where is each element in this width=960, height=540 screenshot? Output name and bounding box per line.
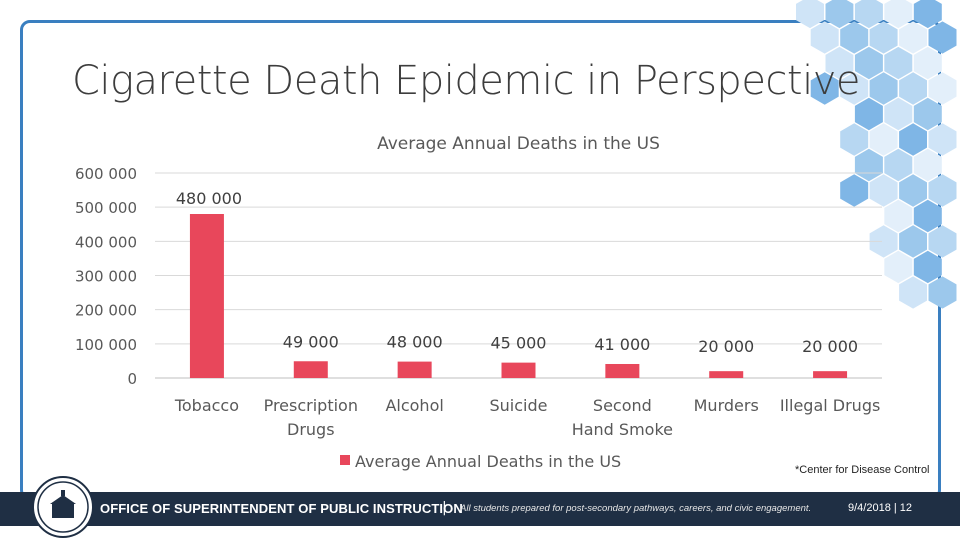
ospi-seal-icon <box>32 476 94 538</box>
x-tick-label: Prescription <box>264 396 358 415</box>
hexagon-tile <box>884 148 913 182</box>
y-tick-label: 200 000 <box>75 302 137 320</box>
hexagon-tile <box>913 199 942 233</box>
hexagon-tile <box>840 174 869 207</box>
y-tick-label: 600 000 <box>75 165 137 183</box>
hexagon-tile <box>928 72 957 105</box>
y-tick-label: 100 000 <box>75 336 137 354</box>
hexagon-tile <box>840 72 869 105</box>
bar-murders <box>709 371 744 378</box>
hexagon-tile <box>840 21 869 54</box>
hexagon-tile <box>810 72 839 105</box>
x-tick-label: Illegal Drugs <box>780 396 880 415</box>
bar-suicide <box>501 362 536 378</box>
hexagon-tile <box>928 225 957 258</box>
data-label: 48 000 <box>387 333 443 352</box>
hexagon-tile <box>899 174 927 207</box>
footer-separator: | <box>442 500 447 516</box>
hexagon-tile <box>899 21 927 54</box>
x-tick-label: Second <box>593 396 652 415</box>
footer-page-info: 9/4/2018 | 12 <box>848 502 913 514</box>
hexagon-tile <box>899 225 927 258</box>
y-tick-label: 400 000 <box>75 233 137 251</box>
hexagon-tile <box>899 123 927 156</box>
y-tick-label: 500 000 <box>75 199 137 217</box>
legend-label: Average Annual Deaths in the US <box>355 452 621 471</box>
hexagon-tile <box>825 46 854 80</box>
data-label: 20 000 <box>802 337 858 356</box>
hexagon-tile <box>869 225 898 258</box>
hexagon-tile <box>854 46 883 80</box>
footnote: *Center for Disease Control <box>795 464 930 476</box>
footer-organization: OFFICE OF SUPERINTENDENT OF PUBLIC INSTR… <box>100 501 463 516</box>
hexagon-tile <box>913 97 942 131</box>
legend-swatch <box>340 455 350 465</box>
hexagon-tile <box>913 148 942 182</box>
hexagon-tile <box>854 97 883 131</box>
hexagon-tile <box>869 123 898 156</box>
hexagon-tile <box>913 46 942 80</box>
hexagon-tile <box>884 199 913 233</box>
hexagon-tile <box>854 0 883 29</box>
data-label: 49 000 <box>283 332 339 351</box>
hexagon-tile <box>810 21 839 54</box>
x-tick-label: Drugs <box>287 420 335 439</box>
bar-prescription-drugs <box>293 361 328 378</box>
bar-tobacco <box>189 214 224 378</box>
hexagon-tile <box>928 123 957 156</box>
x-tick-label: Alcohol <box>385 396 443 415</box>
data-label: 480 000 <box>176 189 242 208</box>
hexagon-tile <box>928 21 957 54</box>
slide-title: Cigarette Death Epidemic in Perspective <box>72 58 861 104</box>
hexagon-tile <box>899 276 927 309</box>
bar-second-hand-smoke <box>605 363 640 378</box>
hexagon-decoration <box>796 0 957 309</box>
x-tick-label: Suicide <box>490 396 548 415</box>
hexagon-tile <box>899 72 927 105</box>
y-tick-label: 0 <box>127 370 137 388</box>
y-tick-label: 300 000 <box>75 268 137 286</box>
bar-illegal-drugs <box>813 371 848 378</box>
hexagon-tile <box>928 174 957 207</box>
x-tick-label: Murders <box>694 396 759 415</box>
hexagon-tile <box>840 123 869 156</box>
hexagon-tile <box>884 97 913 131</box>
chart-title: Average Annual Deaths in the US <box>377 134 660 154</box>
hexagon-tile <box>884 0 913 29</box>
data-label: 41 000 <box>594 335 650 354</box>
hexagon-tile <box>796 0 824 29</box>
x-tick-label: Tobacco <box>174 396 239 415</box>
hexagon-tile <box>928 276 957 309</box>
hexagon-tile <box>825 0 854 29</box>
x-tick-label: Hand Smoke <box>572 420 673 439</box>
data-label: 45 000 <box>491 334 547 353</box>
data-label: 20 000 <box>698 337 754 356</box>
hexagon-tile <box>913 0 942 29</box>
hexagon-tile <box>884 46 913 80</box>
hexagon-tile <box>913 250 942 284</box>
footer-tagline: All students prepared for post-secondary… <box>460 503 812 514</box>
footer-bar: OFFICE OF SUPERINTENDENT OF PUBLIC INSTR… <box>0 492 960 526</box>
hexagon-tile <box>869 72 898 105</box>
bar-alcohol <box>397 361 432 378</box>
hexagon-tile <box>869 174 898 207</box>
hexagon-tile <box>869 21 898 54</box>
hexagon-tile <box>884 250 913 284</box>
